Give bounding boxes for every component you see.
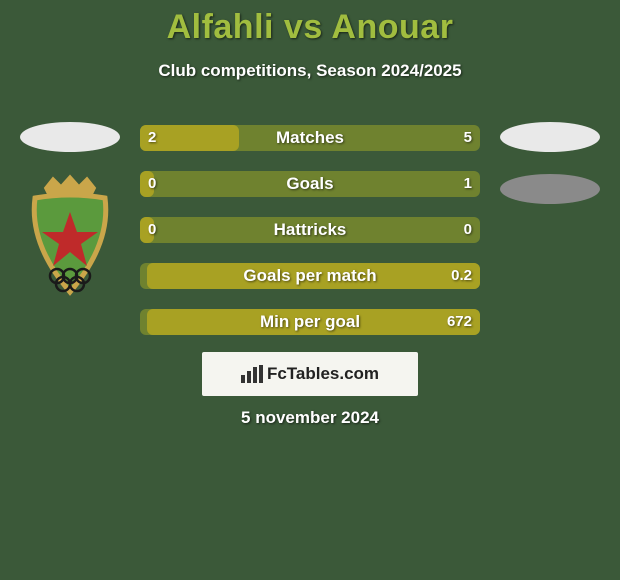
left-team-column [10, 122, 130, 304]
stat-row: 25Matches [140, 125, 480, 151]
bar-chart-icon [241, 365, 263, 383]
stat-label: Hattricks [140, 217, 480, 243]
stat-row: 0.2Goals per match [140, 263, 480, 289]
left-team-crest [10, 174, 130, 304]
stats-list: 25Matches 01Goals 00Hattricks 0.2Goals per … [140, 125, 480, 355]
date-label: 5 november 2024 [0, 408, 620, 428]
stat-label: Min per goal [140, 309, 480, 335]
stat-row: 01Goals [140, 171, 480, 197]
stat-label: Goals [140, 171, 480, 197]
stat-row: 672Min per goal [140, 309, 480, 335]
left-team-photo-placeholder [20, 122, 120, 152]
right-team-logo-placeholder [500, 174, 600, 204]
fctables-watermark: FcTables.com [202, 352, 418, 396]
stat-label: Matches [140, 125, 480, 151]
fctables-label: FcTables.com [267, 364, 379, 384]
subtitle: Club competitions, Season 2024/2025 [0, 61, 620, 81]
stat-label: Goals per match [140, 263, 480, 289]
crest-icon [15, 174, 125, 304]
page-title: Alfahli vs Anouar [0, 0, 620, 47]
right-team-photo-placeholder [500, 122, 600, 152]
stat-row: 00Hattricks [140, 217, 480, 243]
content-root: Alfahli vs Anouar Club competitions, Sea… [0, 0, 620, 580]
right-team-column [490, 122, 610, 204]
